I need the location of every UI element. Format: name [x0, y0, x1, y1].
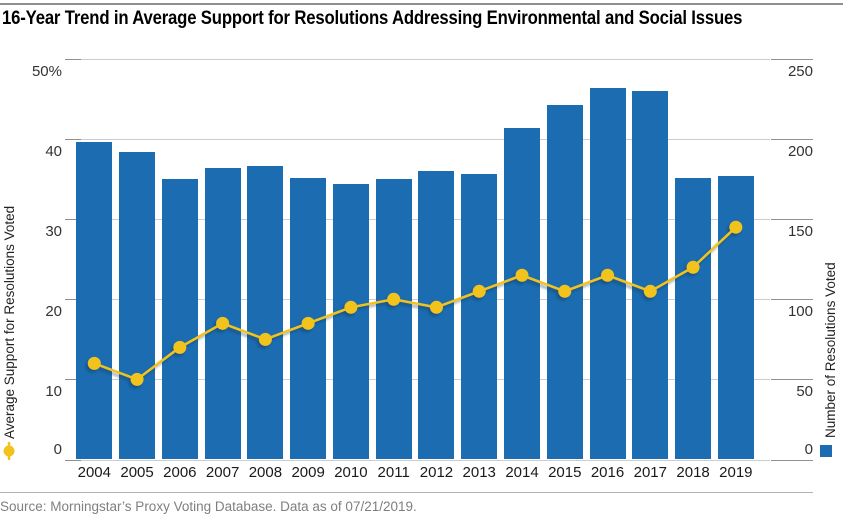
x-axis-label-2007: 2007	[205, 464, 240, 481]
right-axis-tick-label: 250	[787, 63, 813, 80]
bar-2017	[632, 91, 669, 460]
right-tick	[771, 59, 813, 60]
x-axis-label-2009: 2009	[291, 464, 325, 481]
bar-2018	[675, 177, 712, 460]
source-note: Source: Morningstar’s Proxy Voting Datab…	[0, 499, 417, 514]
footer-divider	[0, 492, 813, 493]
right-tick	[771, 459, 813, 461]
bar-2004	[76, 142, 113, 460]
left-tick	[65, 139, 81, 141]
gridline-40	[65, 139, 770, 141]
bar-2012	[418, 171, 455, 460]
x-axis-label-2019: 2019	[719, 464, 753, 481]
left-axis-tick-label: 30	[45, 223, 62, 241]
x-axis-label-2004: 2004	[77, 464, 111, 481]
left-axis-tick-label: 50%	[31, 63, 62, 80]
bar-2009	[290, 177, 327, 460]
gridline-0	[65, 459, 770, 461]
left-tick	[65, 299, 81, 301]
bar-series-legend-icon	[820, 445, 832, 457]
x-axis-label-2018: 2018	[676, 464, 710, 481]
right-tick	[771, 219, 813, 221]
bar-2013	[461, 174, 498, 460]
right-tick	[771, 139, 813, 141]
x-axis-label-2017: 2017	[633, 464, 667, 481]
x-axis-label-2015: 2015	[548, 464, 582, 481]
gridline-50	[65, 59, 770, 60]
x-axis-label-2005: 2005	[120, 464, 154, 481]
x-axis-label-2008: 2008	[248, 464, 283, 481]
bar-2010	[332, 183, 369, 460]
x-axis-label-2011: 2011	[377, 464, 410, 481]
x-axis-label-2014: 2014	[505, 464, 539, 481]
bar-2019	[717, 175, 754, 460]
left-axis-tick-label: 10	[45, 383, 62, 401]
x-axis-label-2006: 2006	[163, 464, 197, 481]
right-tick	[771, 299, 813, 301]
left-tick	[65, 59, 81, 60]
x-axis-label-2012: 2012	[419, 464, 454, 481]
right-axis-tick-label: 50	[796, 383, 813, 401]
top-divider	[0, 3, 843, 5]
left-tick	[65, 379, 81, 381]
right-axis-tick-label: 200	[787, 143, 813, 161]
bar-2007	[204, 167, 241, 460]
bar-2005	[119, 151, 156, 460]
bar-2011	[375, 179, 412, 460]
left-tick	[65, 459, 81, 461]
gridline-30	[65, 219, 770, 221]
chart-title: 16-Year Trend in Average Support for Res…	[2, 8, 743, 29]
right-axis-tick-label: 0	[804, 440, 813, 458]
right-tick	[771, 379, 813, 381]
x-axis-label-2010: 2010	[334, 464, 368, 481]
bar-2006	[161, 179, 198, 460]
bar-2016	[589, 87, 626, 460]
x-axis-label-2013: 2013	[462, 464, 496, 481]
bar-2008	[247, 166, 284, 460]
right-axis-title: Number of Resolutions Voted	[823, 262, 838, 438]
left-axis-tick-label: 40	[45, 143, 62, 161]
right-axis-tick-label: 100	[787, 303, 813, 321]
line-series-legend-icon	[3, 442, 15, 460]
left-tick	[65, 219, 81, 221]
x-axis-label-2016: 2016	[590, 464, 625, 481]
right-axis-tick-label: 150	[787, 223, 813, 241]
left-axis-title: Average Support for Resolutions Voted	[2, 205, 17, 439]
left-axis-tick-label: 20	[45, 303, 62, 321]
bar-2014	[504, 127, 540, 460]
left-axis-tick-label: 0	[53, 440, 62, 458]
bar-2015	[546, 105, 583, 460]
